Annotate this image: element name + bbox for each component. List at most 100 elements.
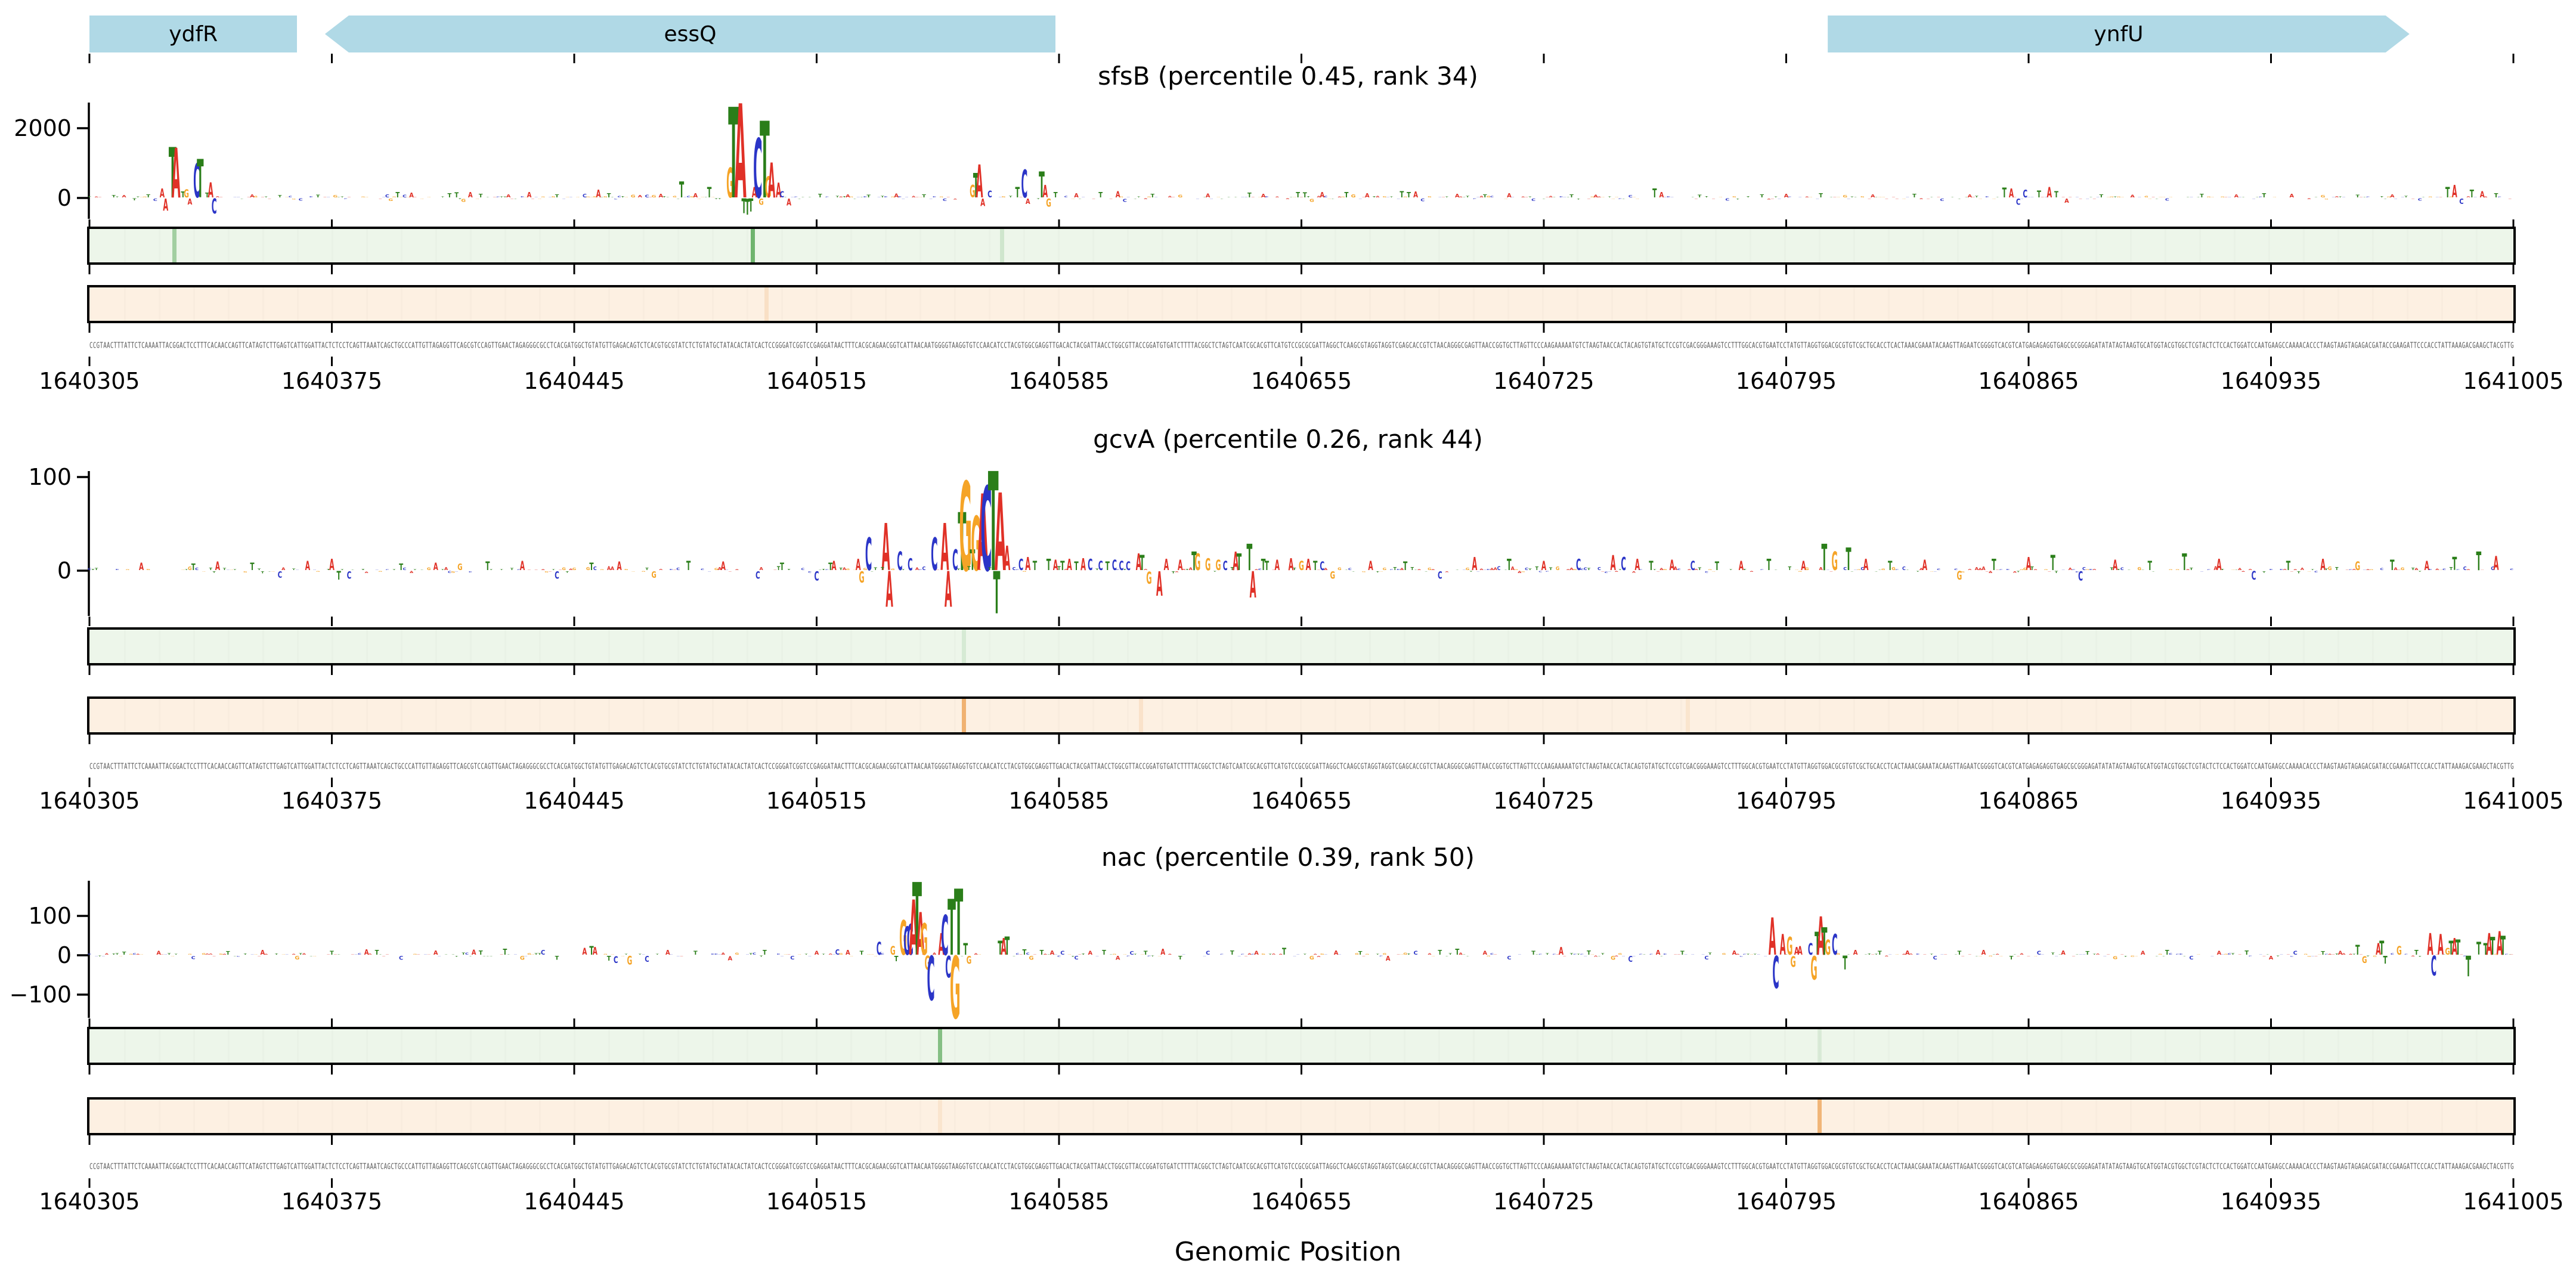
svg-text:T: T xyxy=(1760,194,1764,199)
svg-text:C: C xyxy=(756,570,760,581)
svg-text:C: C xyxy=(1060,950,1064,956)
svg-text:A: A xyxy=(2307,199,2311,200)
svg-text:T: T xyxy=(1507,556,1512,574)
svg-text:C: C xyxy=(2366,197,2370,198)
svg-text:T: T xyxy=(2190,567,2193,571)
svg-text:G: G xyxy=(924,952,930,974)
svg-text:G: G xyxy=(2494,954,2498,955)
svg-text:G: G xyxy=(1895,954,1899,955)
svg-text:A: A xyxy=(596,188,602,200)
svg-text:T: T xyxy=(1282,946,1287,958)
x-tick-label: 1640795 xyxy=(1736,368,1837,394)
svg-text:A: A xyxy=(1593,194,1598,199)
y-tick-label: −100 xyxy=(10,982,72,1008)
svg-text:A: A xyxy=(2486,927,2492,962)
svg-text:T: T xyxy=(448,193,452,199)
svg-text:T: T xyxy=(819,569,822,570)
svg-text:G: G xyxy=(1362,571,1366,572)
svg-text:C: C xyxy=(1088,556,1092,574)
svg-text:T: T xyxy=(2151,571,2155,572)
svg-text:C: C xyxy=(1116,569,1120,571)
svg-text:A: A xyxy=(665,949,670,957)
svg-text:A: A xyxy=(638,194,642,198)
dna-sequence-row-panel-2: CCGTAACTTTATTCTCAAAATTACGGACTCCTTTCACAAC… xyxy=(89,1163,2514,1172)
svg-text:T: T xyxy=(2262,193,2267,199)
svg-text:G: G xyxy=(1341,197,1345,198)
svg-text:C: C xyxy=(1933,956,1937,961)
svg-text:A: A xyxy=(1732,950,1737,956)
x-tick-label: 1640305 xyxy=(39,368,140,394)
svg-text:G: G xyxy=(1590,954,1594,955)
svg-text:C: C xyxy=(919,569,922,570)
svg-text:C: C xyxy=(2078,569,2083,584)
svg-text:C: C xyxy=(1490,196,1494,198)
svg-text:G: G xyxy=(1046,196,1051,209)
svg-text:G: G xyxy=(202,571,206,572)
x-tick-label: 1640585 xyxy=(1008,788,1109,814)
svg-text:T: T xyxy=(1736,199,1739,200)
svg-text:C: C xyxy=(753,953,756,955)
svg-text:T: T xyxy=(787,569,790,570)
svg-text:C: C xyxy=(399,955,403,962)
svg-text:A: A xyxy=(1483,950,1488,956)
svg-text:C: C xyxy=(1126,559,1131,573)
svg-text:G: G xyxy=(2117,197,2121,198)
svg-text:T: T xyxy=(749,953,753,955)
svg-text:C: C xyxy=(1826,569,1829,570)
svg-text:C: C xyxy=(1677,568,1681,571)
x-tick-label: 1640515 xyxy=(766,1188,867,1215)
svg-text:C: C xyxy=(2463,956,2467,957)
svg-text:A: A xyxy=(938,927,944,962)
svg-text:A: A xyxy=(2338,950,2343,956)
y-axis-panel-2: −100 0 100 xyxy=(10,881,90,1018)
svg-text:C: C xyxy=(358,953,361,955)
svg-text:T: T xyxy=(2110,566,2114,571)
x-tick-label: 1640795 xyxy=(1736,788,1837,814)
svg-text:C: C xyxy=(1580,954,1584,955)
svg-text:T: T xyxy=(1376,954,1379,955)
svg-text:T: T xyxy=(95,568,98,571)
x-tick-label: 1640585 xyxy=(1008,1188,1109,1215)
svg-text:A: A xyxy=(1739,559,1744,574)
svg-text:C: C xyxy=(1605,571,1608,574)
svg-text:C: C xyxy=(153,198,157,202)
svg-text:T: T xyxy=(174,954,177,955)
svg-text:A: A xyxy=(1794,945,1800,958)
dna-sequence-row-panel-1: CCGTAACTTTATTCTCAAAATTACGGACTCCTTTCACAAC… xyxy=(89,763,2514,772)
svg-text:T: T xyxy=(881,566,884,571)
svg-text:A: A xyxy=(1902,954,1906,955)
svg-text:A: A xyxy=(718,566,722,571)
svg-text:C: C xyxy=(2510,568,2513,571)
svg-text:A: A xyxy=(1001,934,1007,960)
svg-text:A: A xyxy=(1750,571,1754,572)
x-tick-label: 1640515 xyxy=(766,788,867,814)
svg-text:A: A xyxy=(721,559,726,573)
svg-text:T: T xyxy=(645,567,649,571)
svg-text:C: C xyxy=(2082,566,2086,571)
svg-text:T: T xyxy=(2450,566,2453,571)
x-tick-label: 1640865 xyxy=(1978,788,2079,814)
svg-text:T: T xyxy=(2017,571,2020,572)
svg-text:T: T xyxy=(1767,556,1772,574)
svg-text:C: C xyxy=(164,954,168,955)
svg-text:T: T xyxy=(1046,556,1051,574)
svg-text:A: A xyxy=(2217,950,2222,956)
svg-text:T: T xyxy=(589,943,593,958)
svg-text:G: G xyxy=(1590,197,1594,198)
svg-text:C: C xyxy=(777,953,781,955)
svg-text:G: G xyxy=(126,569,130,570)
green-heatmap-strip-panel-2 xyxy=(87,1027,2516,1065)
svg-text:G: G xyxy=(2307,956,2311,957)
svg-text:A: A xyxy=(444,566,448,571)
svg-text:T: T xyxy=(2476,547,2482,577)
svg-text:T: T xyxy=(1546,953,1549,955)
svg-text:T: T xyxy=(1296,191,1300,199)
svg-text:T: T xyxy=(1414,569,1417,570)
svg-text:A: A xyxy=(1376,196,1380,198)
svg-text:C: C xyxy=(1337,954,1341,955)
x-tick-label: 1640305 xyxy=(39,788,140,814)
svg-text:G: G xyxy=(413,954,417,955)
svg-text:T: T xyxy=(2093,954,2097,955)
svg-text:G: G xyxy=(271,571,275,572)
svg-text:G: G xyxy=(2370,569,2374,570)
